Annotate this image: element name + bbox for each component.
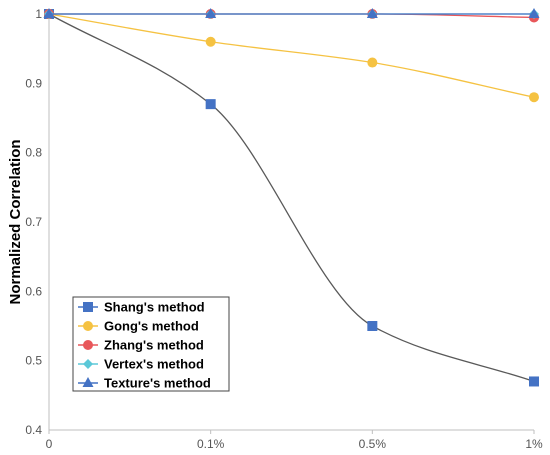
data-point xyxy=(529,376,539,387)
series-4 xyxy=(43,8,540,18)
legend-marker xyxy=(83,321,93,331)
data-point xyxy=(205,8,217,18)
legend-label: Zhang's method xyxy=(104,338,204,353)
legend-label: Vertex's method xyxy=(104,357,204,372)
legend-box xyxy=(72,296,230,392)
legend-item: Zhang's method xyxy=(78,338,204,353)
series-layer xyxy=(43,8,540,387)
series-line xyxy=(48,13,535,383)
y-tick-label: 0.7 xyxy=(25,215,42,229)
x-tick-label: 1% xyxy=(525,437,543,451)
y-tick-label: 0.5 xyxy=(25,354,42,368)
y-tick-label: 0.9 xyxy=(25,76,42,90)
legend-label: Shang's method xyxy=(104,300,205,315)
legend-label: Gong's method xyxy=(104,319,199,334)
data-point xyxy=(43,8,55,18)
legend-item: Texture's method xyxy=(78,376,211,391)
legend-marker xyxy=(83,340,93,350)
x-tick-label: 0.5% xyxy=(359,437,387,451)
legend-marker xyxy=(83,302,93,312)
legend-item: Shang's method xyxy=(78,300,205,315)
legend-marker xyxy=(83,359,93,369)
data-point xyxy=(529,92,539,103)
y-tick-label: 0.6 xyxy=(25,284,42,298)
data-point xyxy=(367,321,378,331)
y-axis-title: Normalized Correlation xyxy=(7,139,24,304)
legend-marker xyxy=(82,377,94,387)
legend-label: Texture's method xyxy=(104,376,211,391)
x-tick-label: 0 xyxy=(46,437,53,451)
series-1 xyxy=(44,9,539,103)
x-tick-label: 0.1% xyxy=(197,437,225,451)
data-point xyxy=(366,8,378,18)
y-tick-label: 0.8 xyxy=(25,146,42,160)
y-tick-label: 1 xyxy=(35,7,42,21)
axes: 0.4 0.5 0.6 0.7 0.8 0.9 1 0 0.1% 0.5% 1% xyxy=(25,7,543,451)
legend-item: Gong's method xyxy=(78,319,199,334)
series-2 xyxy=(44,9,539,23)
data-point xyxy=(205,99,216,110)
data-point xyxy=(367,57,378,68)
series-line xyxy=(48,13,535,98)
legend-item: Vertex's method xyxy=(78,357,204,372)
y-tick-label: 0.4 xyxy=(25,423,42,437)
legend: Shang's method Gong's method Zhang's metho… xyxy=(72,296,230,392)
data-point xyxy=(205,36,216,47)
data-point xyxy=(528,8,540,18)
